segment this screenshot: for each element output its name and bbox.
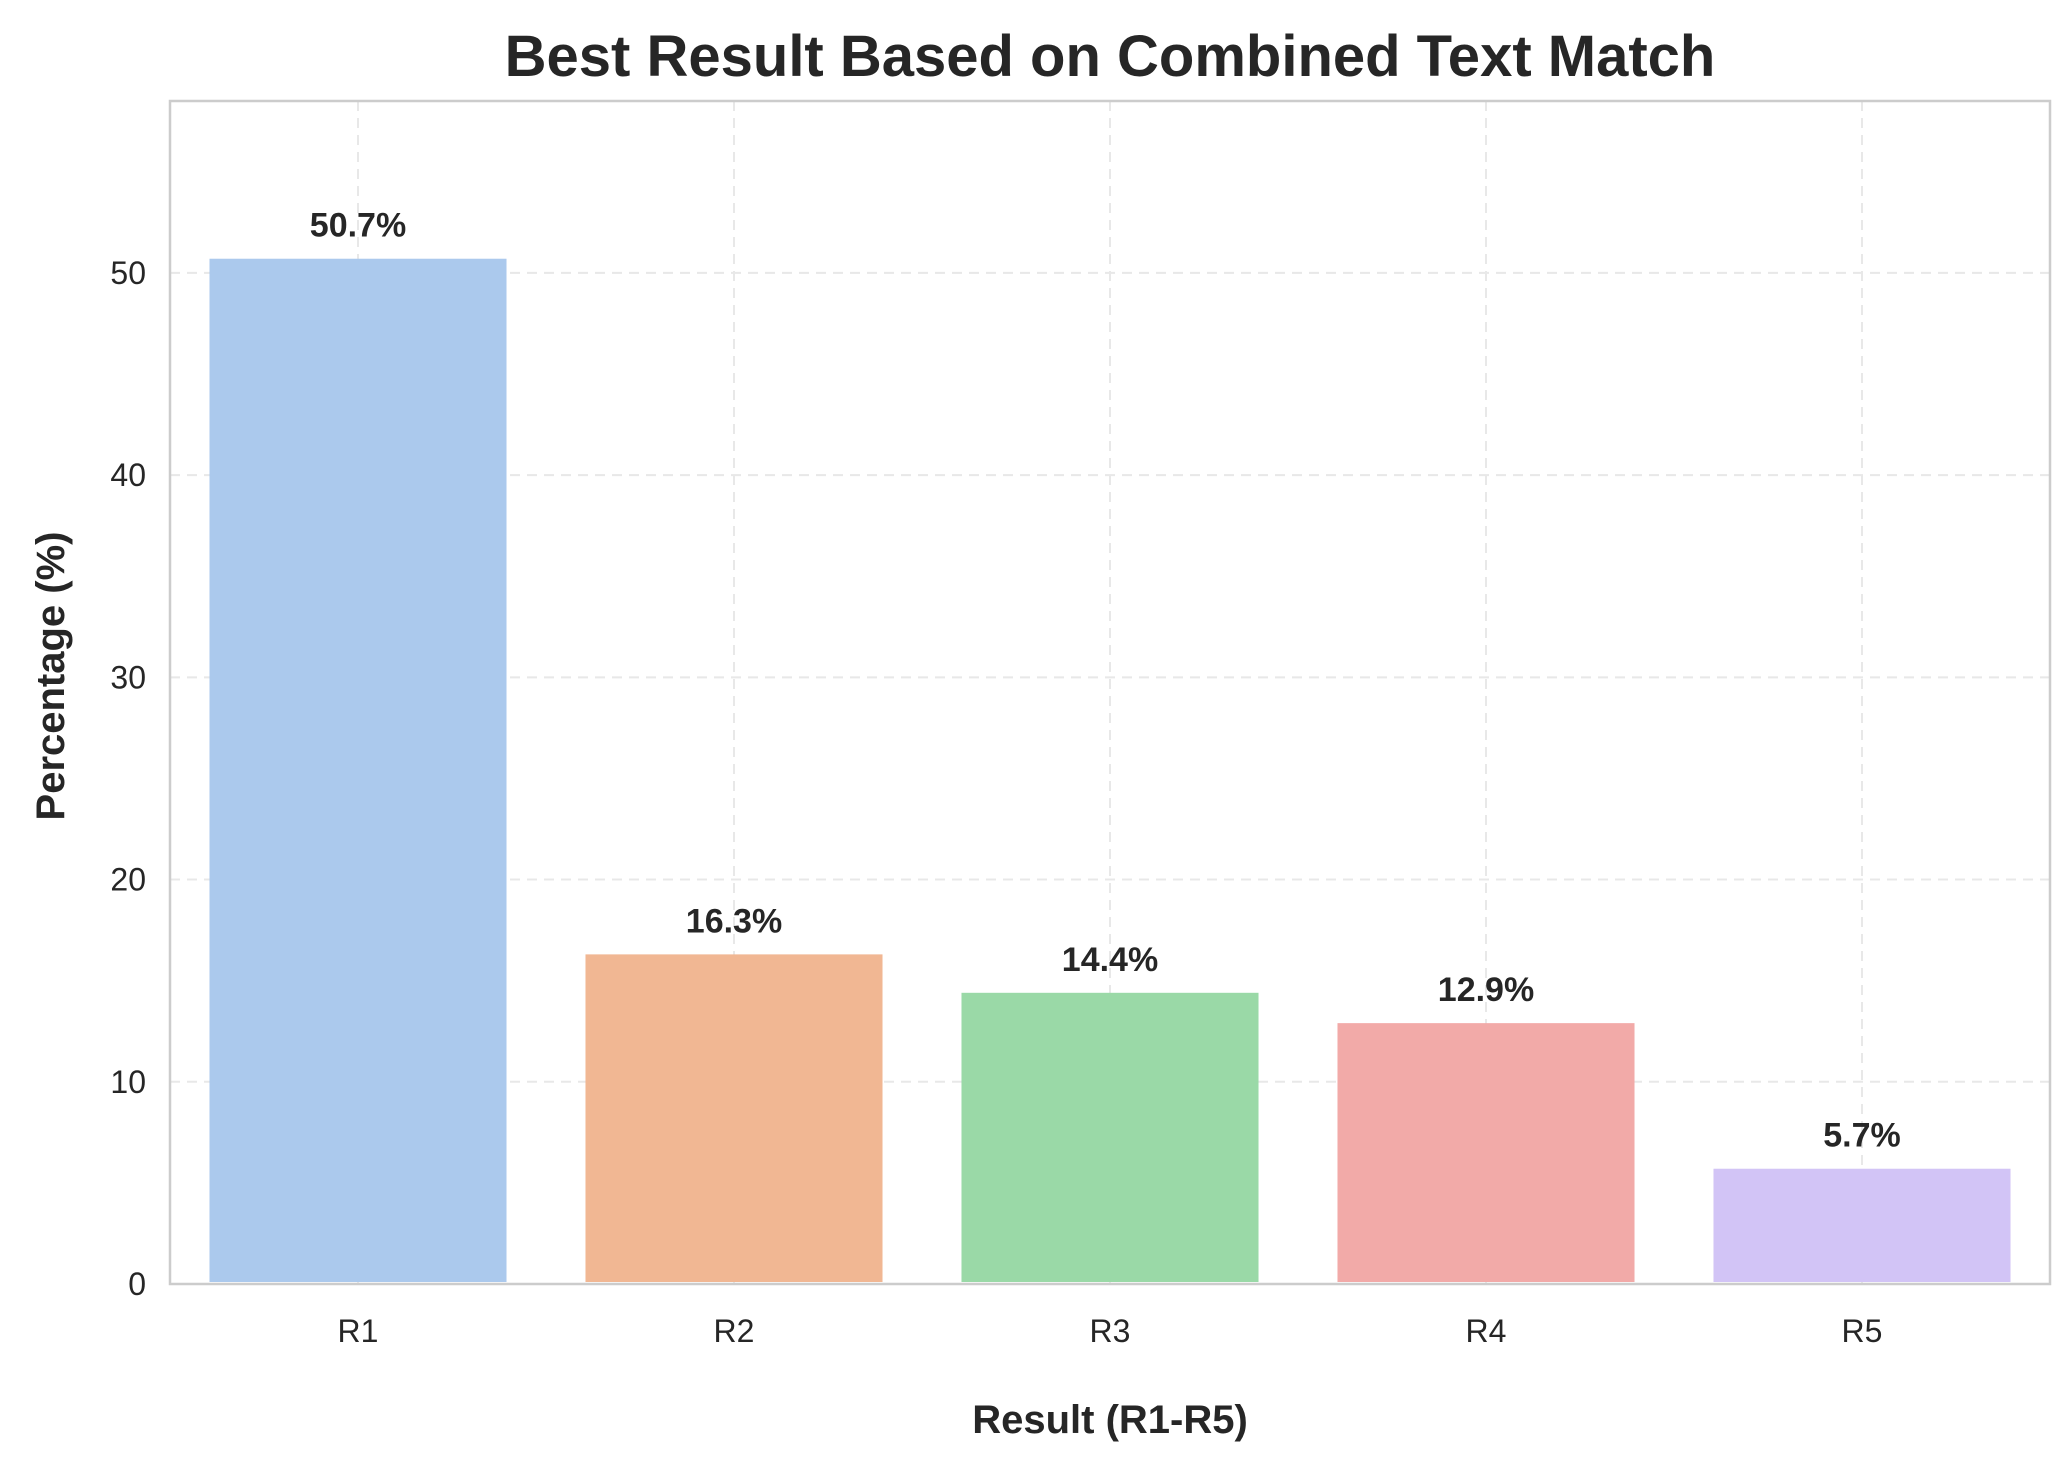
x-tick-label-r1: R1 [338, 1313, 379, 1349]
x-tick-label-r4: R4 [1466, 1313, 1507, 1349]
x-tick-label-r5: R5 [1842, 1313, 1883, 1349]
bar-r4 [1337, 1023, 1635, 1282]
y-tick-label: 50 [110, 255, 146, 291]
data-label-r1: 50.7% [310, 207, 406, 245]
chart-title: Best Result Based on Combined Text Match [505, 24, 1716, 89]
bar-r3 [961, 992, 1259, 1282]
data-label-r2: 16.3% [686, 902, 782, 940]
y-tick-label: 40 [110, 457, 146, 493]
y-axis-label: Percentage (%) [29, 532, 73, 821]
plot-frame [168, 99, 2052, 1286]
x-tick-label-r3: R3 [1090, 1313, 1131, 1349]
y-tick-label: 30 [110, 659, 146, 695]
data-label-r5: 5.7% [1823, 1117, 1901, 1155]
data-label-r3: 14.4% [1062, 941, 1158, 979]
y-tick-label: 0 [128, 1266, 146, 1302]
y-tick-label: 20 [110, 862, 146, 898]
x-axis-label: Result (R1-R5) [972, 1398, 1248, 1442]
bar-r5 [1713, 1168, 2011, 1282]
tick-labels: 0 10 20 30 40 50 R1 R2 R3 R4 R5 [110, 255, 1882, 1349]
x-tick-label-r2: R2 [714, 1313, 755, 1349]
bar-r2 [585, 954, 883, 1282]
bars [209, 258, 2011, 1282]
y-tick-label: 10 [110, 1064, 146, 1100]
data-labels: 50.7% 16.3% 14.4% 12.9% 5.7% [310, 207, 1901, 1155]
data-label-r4: 12.9% [1438, 971, 1534, 1009]
bar-r1 [209, 258, 507, 1282]
